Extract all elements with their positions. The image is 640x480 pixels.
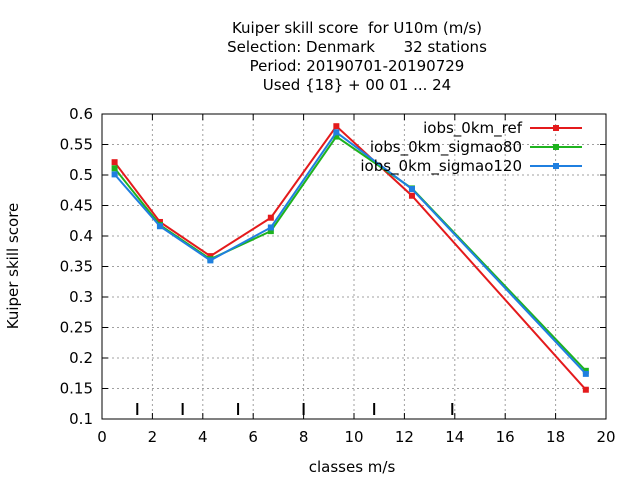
data-point	[333, 133, 340, 140]
axes: 0 2 4 6 8 10 12 14 16 18 20 0.1 0.15 0.2 0.25 0.3 0.35 0.…	[60, 105, 616, 446]
y-tick-label: 0.45	[60, 197, 93, 215]
y-tick-label: 0.15	[60, 380, 93, 398]
x-tick-label: 16	[496, 428, 515, 446]
data-point	[408, 186, 415, 193]
y-tick-label: 0.3	[69, 288, 93, 306]
x-axis-label: classes m/s	[309, 458, 396, 476]
data-point	[408, 192, 415, 199]
x-tick-label: 20	[596, 428, 615, 446]
y-tick-label: 0.35	[60, 258, 93, 276]
title-line: Used {18} + 00 01 ... 24	[263, 76, 451, 94]
x-tick-label: 18	[546, 428, 565, 446]
legend-marker	[553, 163, 559, 169]
x-tick-label: 4	[198, 428, 208, 446]
data-point	[333, 123, 340, 130]
x-tick-label: 8	[299, 428, 309, 446]
title-line: Selection: Denmark 32 stations	[227, 38, 487, 56]
class-boundary-marks	[136, 403, 454, 415]
x-tick-label: 12	[395, 428, 414, 446]
chart-title: Kuiper skill score for U10m (m/s)Selecti…	[227, 19, 487, 94]
y-tick-label: 0.5	[69, 166, 93, 184]
title-line: Kuiper skill score for U10m (m/s)	[232, 19, 482, 37]
data-point	[111, 159, 118, 166]
legend-marker	[553, 125, 559, 131]
data-point	[111, 165, 118, 172]
x-tick-label: 6	[248, 428, 258, 446]
data-point	[267, 214, 274, 221]
y-tick-label: 0.1	[69, 410, 93, 428]
legend-marker	[553, 144, 559, 150]
data-point	[207, 253, 214, 260]
data-point	[156, 218, 163, 225]
grid	[102, 114, 606, 419]
y-axis-label: Kuiper skill score	[4, 203, 22, 330]
x-tick-label: 2	[148, 428, 158, 446]
data-point	[582, 367, 589, 374]
legend-label: iobs_0km_sigmao80	[370, 138, 522, 157]
y-tick-label: 0.55	[60, 136, 93, 154]
data-point	[333, 129, 340, 136]
data-point	[582, 370, 589, 377]
data-point	[267, 228, 274, 235]
data-point	[207, 257, 214, 264]
legend: iobs_0km_refiobs_0km_sigmao80iobs_0km_si…	[360, 119, 582, 176]
y-tick-label: 0.4	[69, 227, 93, 245]
data-point	[582, 386, 589, 393]
y-tick-label: 0.2	[69, 349, 93, 367]
y-tick-label: 0.6	[69, 105, 93, 123]
data-point	[267, 224, 274, 231]
x-tick-label: 0	[97, 428, 107, 446]
legend-label: iobs_0km_ref	[423, 119, 523, 138]
series-lines	[111, 123, 589, 393]
y-tick-label: 0.25	[60, 319, 93, 337]
x-tick-label: 10	[344, 428, 363, 446]
legend-label: iobs_0km_sigmao120	[360, 157, 522, 176]
title-line: Period: 20190701-20190729	[250, 57, 465, 75]
data-point	[156, 223, 163, 230]
data-point	[111, 171, 118, 178]
x-tick-label: 14	[445, 428, 464, 446]
